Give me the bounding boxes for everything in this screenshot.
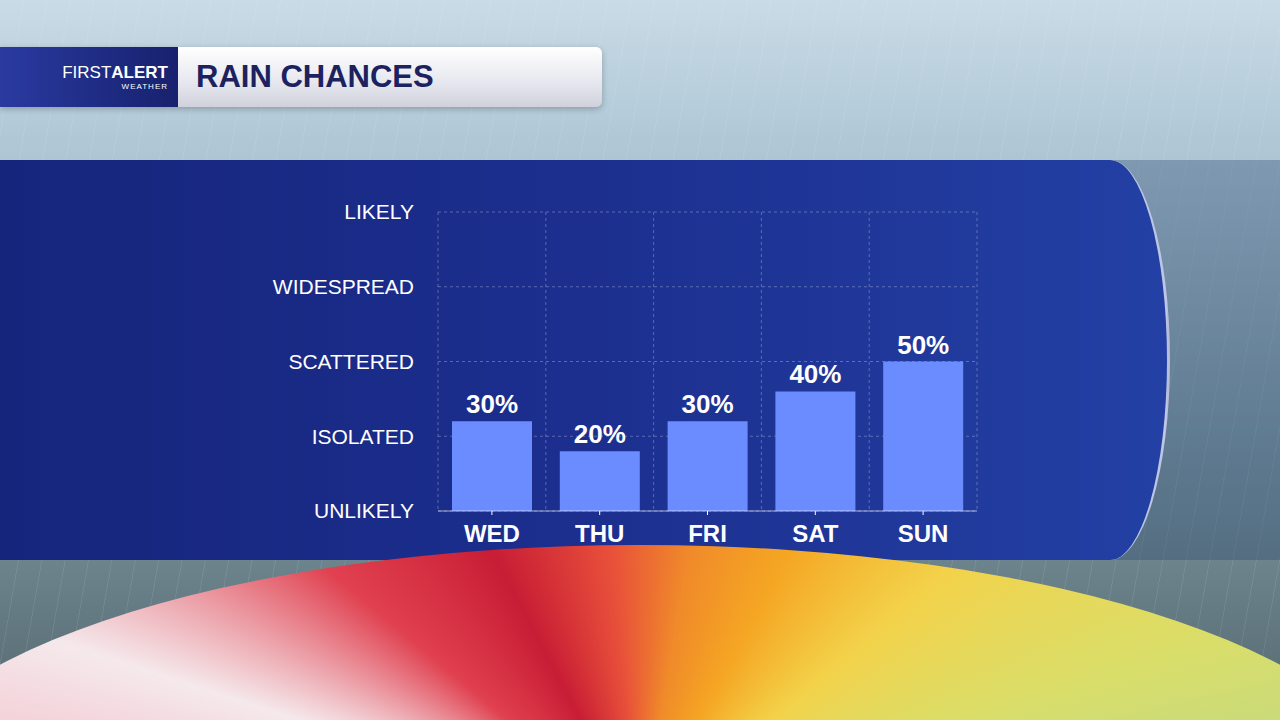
svg-text:40%: 40% [789,359,841,389]
svg-text:UNLIKELY: UNLIKELY [314,499,414,522]
svg-text:WED: WED [464,520,520,547]
svg-text:WIDESPREAD: WIDESPREAD [273,275,414,298]
svg-text:LIKELY: LIKELY [344,200,414,223]
svg-text:THU: THU [575,520,624,547]
svg-text:30%: 30% [466,389,518,419]
svg-text:20%: 20% [574,419,626,449]
html-text:FIRST ALERT: FIRST ALERT [62,62,168,82]
svg-text:SAT: SAT [792,520,839,547]
html-text:RAIN CHANCES: RAIN CHANCES [196,59,434,94]
svg-text:ISOLATED: ISOLATED [312,425,414,448]
html-text:WEATHER: WEATHER [121,81,168,91]
svg-text:30%: 30% [682,389,734,419]
svg-text:SCATTERED: SCATTERED [288,350,414,373]
svg-text:50%: 50% [897,330,949,360]
svg-text:FRI: FRI [688,520,727,547]
svg-text:SUN: SUN [898,520,949,547]
